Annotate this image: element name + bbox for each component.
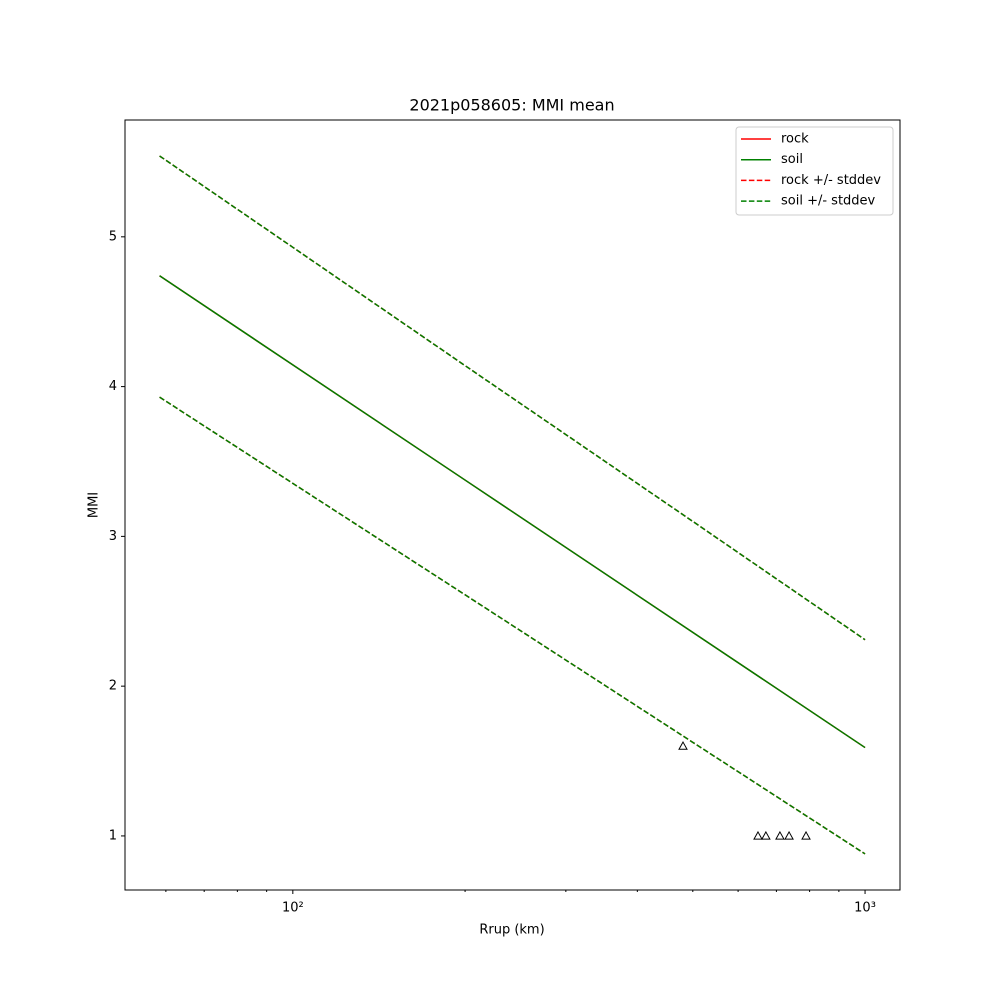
y-tick-label: 5 (109, 229, 117, 244)
legend-label: rock (781, 132, 809, 147)
x-tick-label: 10² (282, 901, 304, 916)
series-line (159, 396, 866, 855)
series-line (159, 275, 866, 749)
y-tick-label: 3 (109, 529, 117, 544)
series-line (159, 155, 866, 641)
observed-marker (775, 830, 785, 840)
y-tick-label: 1 (109, 828, 117, 843)
observed-marker (761, 830, 771, 840)
chart-title: 2021p058605: MMI mean (409, 96, 614, 115)
legend-label: soil +/- stddev (781, 194, 876, 209)
x-axis-label: Rrup (km) (479, 923, 544, 938)
plot-frame (124, 119, 901, 891)
observed-marker (753, 830, 763, 840)
y-axis-label: MMI (87, 492, 102, 518)
legend-box (735, 126, 894, 216)
legend-label: soil (781, 152, 803, 167)
observed-marker (784, 830, 794, 840)
observed-marker (678, 741, 688, 750)
y-tick-label: 2 (109, 679, 117, 694)
x-tick-label: 10³ (854, 901, 876, 916)
observed-marker (801, 830, 811, 840)
legend-label: rock +/- stddev (781, 173, 881, 188)
y-tick-label: 4 (109, 379, 117, 394)
